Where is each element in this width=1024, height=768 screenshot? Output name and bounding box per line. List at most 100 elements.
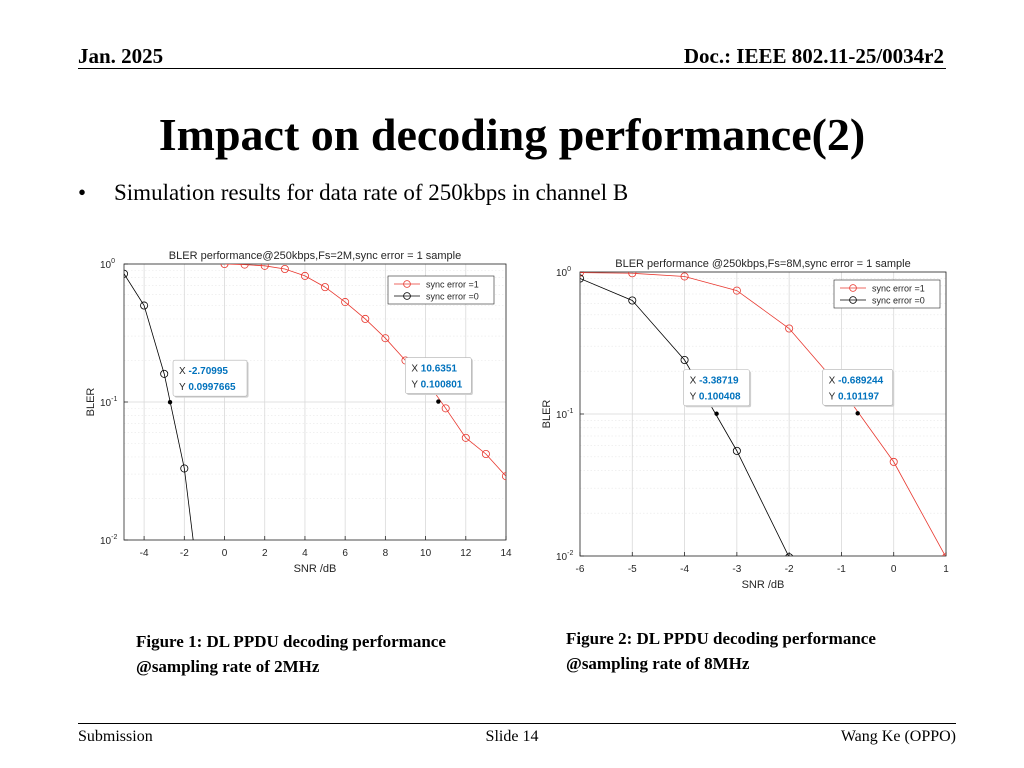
c1-x-tick-label: 4 [302, 548, 308, 559]
c2-point-sync-error-1 [889, 457, 898, 466]
c1-point-sync-error-0 [180, 464, 189, 473]
c1-point-sync-error-1 [300, 271, 309, 280]
c1-legend-label-sync-error-1: sync error =1 [426, 280, 479, 290]
c2-point-sync-error-1 [680, 272, 689, 281]
c1-datatip-x-row: X -2.70995 [179, 366, 228, 377]
c2-datatip-x-row: X -3.38719 [690, 376, 739, 387]
c2-x-tick-label: -5 [628, 564, 637, 575]
c2-datatip-anchor-point [714, 411, 719, 416]
c1-y-tick-base: 10 [100, 536, 112, 547]
header-doc-id: Doc.: IEEE 802.11-25/0034r2 [683, 44, 944, 68]
c1-datatip-box [405, 357, 472, 394]
c1-datatip-x-value: -2.70995 [188, 366, 228, 377]
c1-datatip-1: X -2.70995 Y 0.0997665 [172, 359, 249, 398]
c2-series-sync-error-0 [580, 274, 793, 556]
c1-point-sync-error-1 [361, 314, 370, 323]
c1-datatip-anchor-point [167, 399, 173, 405]
c1-x-tick-label: 2 [262, 548, 268, 559]
c2-datatip-x-value: -3.38719 [699, 376, 739, 387]
c1-point-sync-error-1 [461, 433, 470, 442]
c2-legend-marker-sync-error-1 [849, 284, 857, 292]
c1-point-sync-error-1 [341, 298, 350, 307]
slide-title: Impact on decoding performance(2) [158, 109, 866, 160]
c2-y-tick-label: 10-2 [556, 550, 573, 563]
c1-x-axis-label: SNR /dB [294, 563, 337, 575]
c2-datatip-anchor-point [855, 411, 860, 416]
c2-series-line-sync-error-1 [580, 272, 946, 556]
c1-point-sync-error-0 [140, 301, 149, 310]
c1-legend-label-sync-error-0: sync error =0 [426, 292, 479, 302]
c2-series-line-sync-error-0 [580, 278, 789, 556]
c1-datatip-anchor-point [436, 399, 441, 404]
c1-datatip-x-row: X 10.6351 [411, 364, 457, 375]
c1-legend-marker-sync-error-0 [403, 292, 411, 300]
c2-point-sync-error-1 [942, 553, 946, 556]
figure-1-caption-line2: @sampling rate of 2MHz [136, 657, 320, 676]
c2-y-tick-base: 10 [556, 410, 568, 421]
c1-datatip-box [172, 359, 248, 397]
bullet-marker: • [78, 180, 87, 205]
c1-series-line-sync-error-1 [224, 264, 506, 477]
figure-2-caption-line2: @sampling rate of 8MHz [566, 654, 750, 673]
c2-point-sync-error-0 [628, 296, 637, 305]
c1-series-sync-error-0 [124, 269, 198, 553]
c2-x-tick-label: 1 [943, 564, 949, 575]
c1-x-tick-label: 10 [420, 548, 432, 559]
c1-point-sync-error-0 [191, 546, 198, 553]
c1-datatip-y-row: Y 0.0997665 [179, 382, 236, 393]
c1-x-tick-label: -2 [180, 548, 189, 559]
c1-y-tick-exponent: 0 [111, 258, 115, 265]
c2-point-sync-error-0 [732, 446, 741, 455]
c1-x-tick-label: 6 [342, 548, 348, 559]
footer-slide-number: Slide 14 [485, 728, 539, 745]
c2-datatip-x-label: X [829, 375, 838, 386]
c1-x-tick-label: 8 [383, 548, 389, 559]
c1-y-tick-exponent: -1 [111, 396, 117, 403]
c2-datatip-y-value: 0.100408 [699, 392, 741, 403]
c2-point-sync-error-0 [580, 274, 584, 283]
c2-point-sync-error-1 [580, 272, 584, 277]
c1-x-tick-label: 0 [222, 548, 228, 559]
c2-y-tick-exponent: -2 [567, 550, 573, 557]
c1-y-tick-label: 10-2 [100, 534, 117, 547]
c1-datatip-y-value: 0.0997665 [188, 382, 236, 393]
c2-datatip-x-row: X -0.689244 [829, 375, 884, 386]
c2-datatip-box [683, 369, 750, 407]
c2-x-axis-label: SNR /dB [742, 579, 785, 591]
c1-point-sync-error-1 [381, 334, 390, 343]
c2-legend-marker-sync-error-0 [849, 296, 857, 304]
c1-datatip-x-value: 10.6351 [421, 364, 458, 375]
c1-point-sync-error-1 [280, 264, 289, 273]
header-date: Jan. 2025 [78, 44, 164, 68]
c2-y-tick-exponent: 0 [567, 266, 571, 273]
c2-y-tick-base: 10 [556, 268, 568, 279]
footer-author: Wang Ke (OPPO) [840, 728, 956, 745]
c2-datatip-y-value: 0.101197 [838, 391, 880, 402]
c2-y-tick-label: 10-1 [556, 408, 573, 421]
c2-datatip-x-value: -0.689244 [838, 375, 883, 386]
c1-series-line-sync-error-0 [124, 273, 194, 540]
c1-legend-marker-sync-error-1 [403, 280, 411, 288]
c1-point-sync-error-1 [481, 449, 490, 458]
c2-x-tick-label: -2 [785, 564, 794, 575]
c1-point-sync-error-1 [441, 404, 450, 413]
c1-chart-title: BLER performance@250kbps,Fs=2M,sync erro… [169, 250, 461, 262]
c2-x-tick-label: -4 [680, 564, 689, 575]
c2-point-sync-error-0 [785, 553, 793, 556]
c1-datatip-y-label: Y [411, 380, 420, 391]
c1-point-sync-error-0 [124, 269, 128, 278]
c2-y-axis-label: BLER [541, 400, 553, 429]
c1-datatip-x-label: X [411, 364, 420, 375]
c2-datatip-y-label: Y [829, 391, 838, 402]
figure-2-caption: Figure 2: DL PPDU decoding performance @… [566, 626, 876, 676]
c2-point-sync-error-1 [785, 324, 794, 333]
figure-2-caption-line1: Figure 2: DL PPDU decoding performance [566, 629, 876, 648]
c2-datatip-box [822, 368, 893, 406]
c1-datatip-x-label: X [179, 366, 188, 377]
c1-point-sync-error-1 [321, 283, 330, 292]
